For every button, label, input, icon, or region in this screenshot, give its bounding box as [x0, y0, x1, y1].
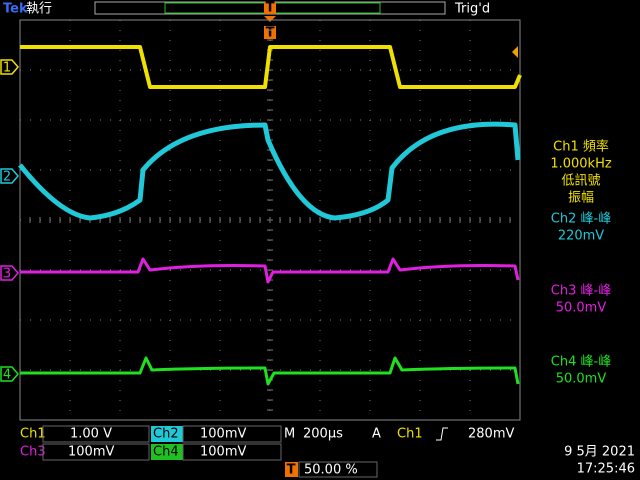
ch2-label: Ch2 — [153, 427, 179, 442]
trigger-level-marker — [512, 46, 518, 58]
ch4-scale: 100mV — [200, 445, 246, 460]
channel-marker — [0, 366, 19, 382]
trigger-position-icon-label: T — [287, 463, 296, 478]
channel-marker-label: 3 — [3, 267, 11, 282]
ch2-box — [182, 425, 282, 443]
trigger-level: 280mV — [468, 427, 514, 442]
ch1-waveform — [20, 45, 522, 89]
trigger-arrow — [264, 16, 276, 22]
measurement-text: 50.0mV — [556, 301, 607, 316]
channel-marker-label: 4 — [3, 368, 11, 383]
ch3-label: Ch3 — [20, 445, 46, 460]
ch1-box — [42, 425, 150, 443]
ch2-waveform — [18, 121, 521, 221]
ch4-label: Ch4 — [153, 445, 179, 460]
measurement-text: Ch2 峰-峰 — [551, 212, 611, 227]
time: 17:25:46 — [577, 462, 635, 477]
run-status: 執行 — [26, 1, 52, 17]
measurement-text: Ch3 峰-峰 — [551, 284, 611, 299]
trigger-position-icon — [285, 462, 298, 477]
measurement-text: 振幅 — [568, 191, 594, 206]
channel-marker-label: 1 — [3, 61, 11, 76]
channel-markers: 1 2 3 4 — [0, 59, 19, 383]
brand: Tek — [3, 2, 28, 17]
channel-marker — [0, 168, 19, 184]
measurement-text: 低訊號 — [561, 174, 600, 189]
ch4-tab — [151, 444, 183, 460]
timebase-value: 200µs — [303, 427, 343, 442]
ch3-scale: 100mV — [68, 445, 114, 460]
trigger-position: 50.00 % — [304, 463, 358, 478]
ch1-label: Ch1 — [20, 427, 46, 442]
timebase-label: M — [284, 427, 295, 442]
channel-marker-label: 2 — [3, 170, 11, 185]
trigger-status: Trig'd — [454, 2, 490, 17]
measurement-text: Ch4 峰-峰 — [551, 355, 611, 370]
measurement-text: 50.0mV — [556, 372, 607, 387]
trigger-marker-screen — [264, 26, 276, 39]
ch2-tab — [151, 426, 183, 442]
trigger-position-box — [298, 461, 378, 478]
measurement-text: 220mV — [558, 229, 604, 244]
ch4-waveform — [20, 356, 520, 386]
ch2-scale: 100mV — [200, 427, 246, 442]
measurement-text: 1.000kHz — [550, 157, 612, 172]
channel-marker — [0, 265, 19, 281]
ch3-waveform — [20, 257, 520, 284]
measurement-text: Ch1 頻率 — [553, 139, 609, 155]
ch1-scale: 1.00 V — [70, 427, 112, 442]
trigger-slope-icon — [436, 427, 448, 441]
trigger-marker-top — [264, 2, 276, 14]
channel-marker — [0, 59, 19, 75]
trigger-mode: A — [372, 427, 381, 442]
trigger-source: Ch1 — [397, 427, 423, 442]
ch4-box — [182, 443, 282, 461]
ch3-box — [42, 443, 150, 461]
trigger-marker-label: T — [266, 26, 275, 41]
trigger-marker-label: T — [266, 1, 275, 16]
date: 9 5月 2021 — [564, 445, 635, 460]
graticule-border — [19, 19, 521, 421]
